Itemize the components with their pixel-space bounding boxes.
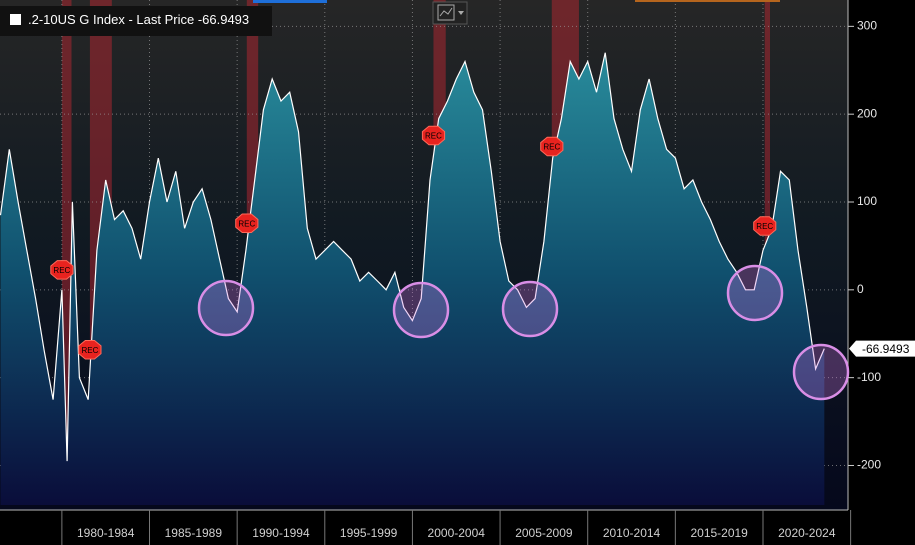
x-tick-label: 1990-1994 — [252, 526, 310, 540]
x-tick-label: 2015-2019 — [690, 526, 748, 540]
legend-last-price: -66.9493 — [198, 12, 249, 27]
x-tick-label: 1995-1999 — [340, 526, 398, 540]
legend-title: .2-10US G Index - Last Price -66.9493 — [28, 12, 249, 27]
recession-marker-label: REC — [425, 132, 442, 141]
legend-swatch — [10, 14, 21, 25]
x-tick-label: 2010-2014 — [603, 526, 661, 540]
recession-marker-label: REC — [53, 266, 70, 275]
recession-marker — [235, 213, 259, 233]
x-axis-panel — [0, 510, 848, 545]
recession-band — [61, 0, 72, 505]
recession-marker-label: REC — [756, 222, 773, 231]
recession-marker-label: REC — [543, 143, 560, 152]
recession-marker-label: REC — [238, 219, 255, 228]
chart-type-button[interactable] — [432, 1, 468, 25]
line — [0, 52, 825, 462]
y-axis-panel — [848, 0, 915, 545]
y-tick-label: 300 — [857, 19, 877, 33]
legend-box — [0, 6, 272, 36]
inversion-highlight — [501, 280, 559, 338]
x-tick-label: 1985-1989 — [165, 526, 223, 540]
recession-marker — [50, 260, 74, 280]
x-tick-label: 2005-2009 — [515, 526, 573, 540]
y-tick-label: 100 — [857, 194, 877, 208]
chart-type-icon — [437, 4, 455, 21]
x-tick-label: 2000-2004 — [428, 526, 486, 540]
recession-marker — [753, 216, 777, 236]
recession-marker — [78, 340, 102, 360]
top-tab — [635, 0, 780, 2]
inversion-highlight — [792, 343, 850, 401]
recession-marker — [421, 125, 446, 146]
y-tick-label: -200 — [857, 458, 881, 472]
top-tab — [253, 0, 327, 3]
inversion-highlight — [197, 279, 255, 337]
inversion-highlight — [726, 264, 784, 322]
legend-text: .2-10US G Index - Last Price — [28, 12, 194, 27]
chart-type-caret — [458, 11, 464, 15]
y-tick-label: -100 — [857, 370, 881, 384]
inversion-highlight — [392, 281, 450, 339]
x-tick-label: 2020-2024 — [778, 526, 836, 540]
last-price-tag — [849, 340, 915, 357]
chart-type-icon-line — [439, 7, 453, 17]
recession-marker-label: REC — [81, 346, 98, 355]
recession-marker — [540, 136, 564, 157]
line-area — [0, 52, 825, 505]
y-tick-label: 0 — [857, 282, 864, 296]
last-price-label: -66.9493 — [862, 342, 910, 356]
y-tick-label: 200 — [857, 106, 877, 120]
x-tick-label: 1980-1984 — [77, 526, 135, 540]
